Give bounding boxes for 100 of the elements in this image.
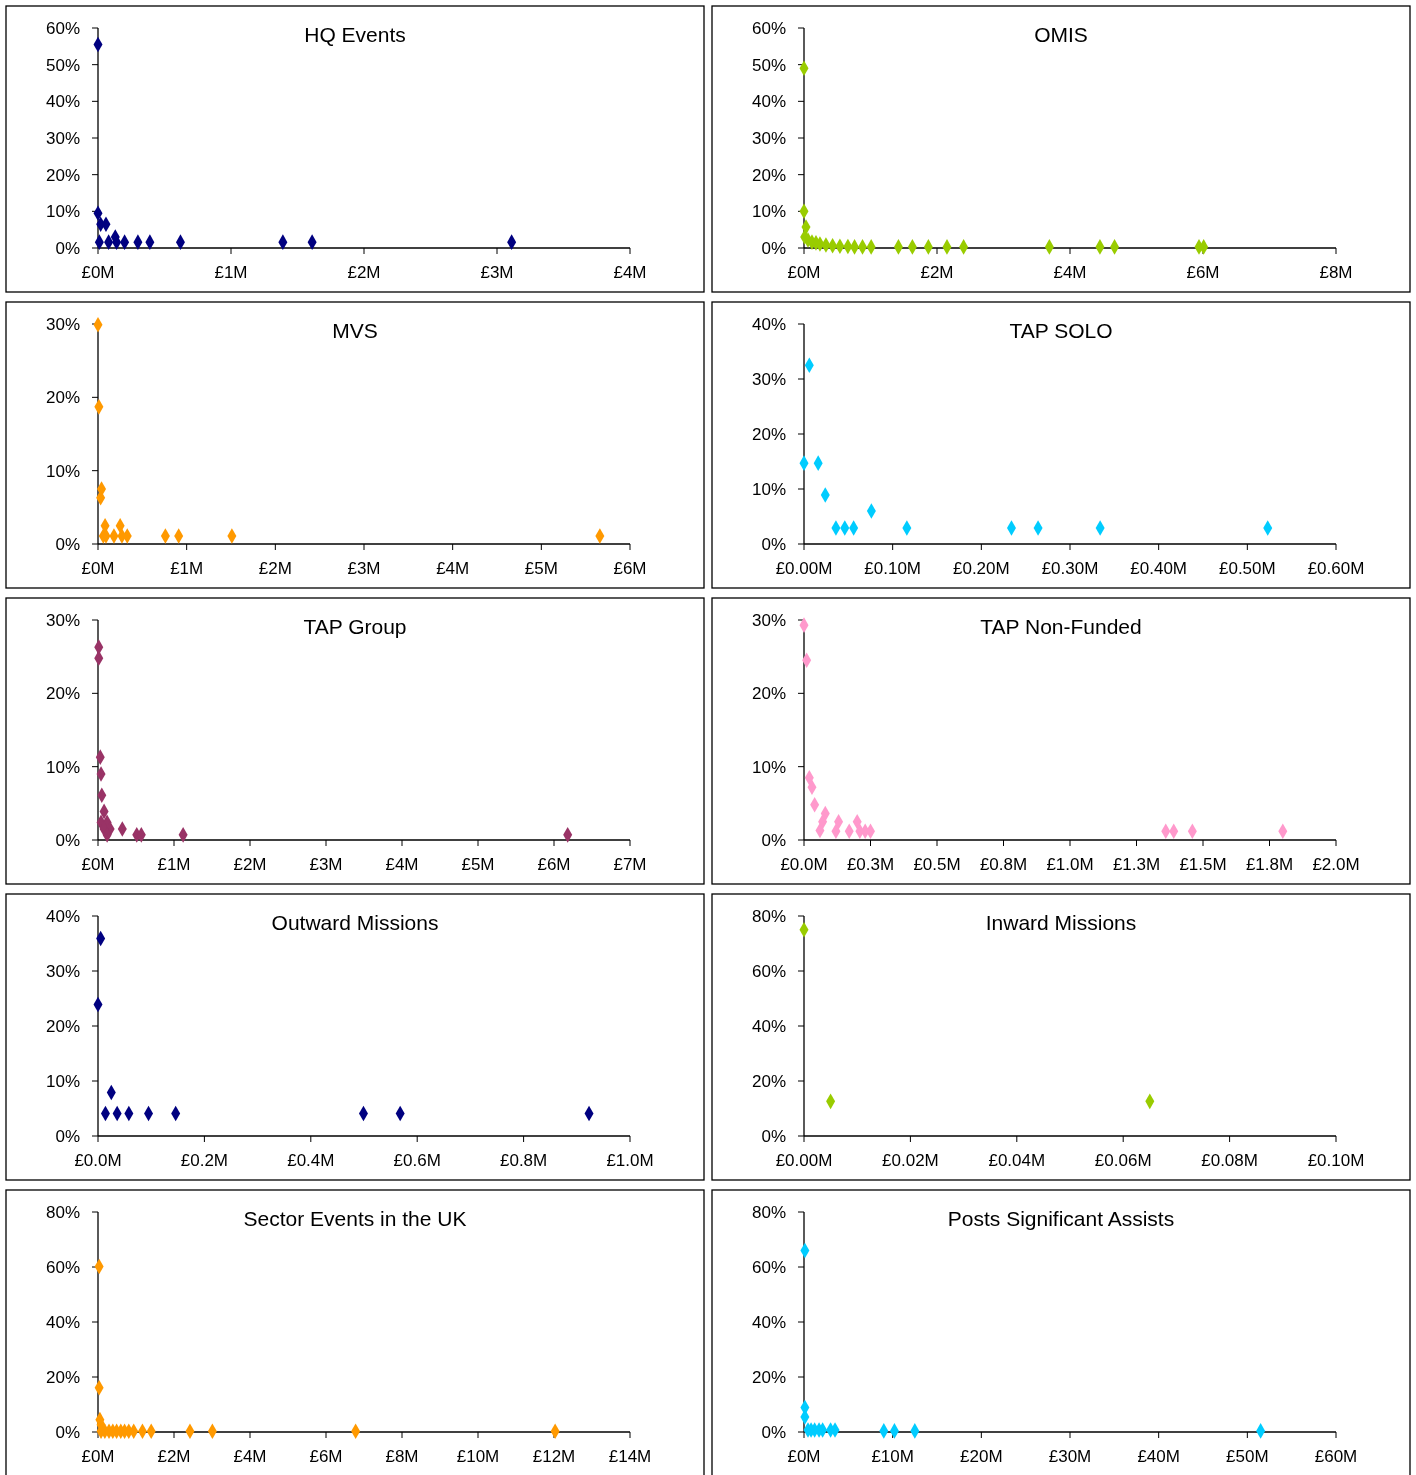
x-tick-label: £8M	[1319, 263, 1353, 282]
y-tick-label: 10%	[45, 757, 80, 777]
x-tick-label: £1.5M	[1179, 855, 1227, 874]
y-tick-label: 40%	[751, 1016, 786, 1036]
y-tick-label: 30%	[751, 128, 786, 148]
x-tick-label: £1M	[157, 855, 191, 874]
y-tick-label: 0%	[761, 238, 786, 258]
x-tick-label: £0.0M	[74, 1151, 122, 1170]
y-tick-label: 10%	[751, 757, 786, 777]
y-tick-label: 10%	[751, 479, 786, 499]
y-tick-label: 20%	[45, 165, 80, 185]
chart-title: MVS	[332, 319, 378, 342]
y-tick-label: 40%	[751, 92, 786, 112]
y-tick-label: 0%	[55, 830, 80, 850]
y-tick-label: 30%	[45, 610, 80, 630]
x-tick-label: £0.20M	[952, 559, 1010, 578]
y-tick-label: 60%	[45, 18, 80, 38]
y-tick-label: 20%	[45, 388, 80, 408]
y-tick-label: 20%	[751, 684, 786, 704]
chart-title: Outward Missions	[271, 911, 439, 934]
y-tick-label: 30%	[751, 369, 786, 389]
x-tick-label: £10M	[871, 1447, 914, 1466]
x-tick-label: £40M	[1137, 1447, 1180, 1466]
y-tick-label: 30%	[45, 128, 80, 148]
x-tick-label: £60M	[1314, 1447, 1358, 1466]
x-tick-label: £1.0M	[606, 1151, 654, 1170]
x-tick-label: £0.04M	[988, 1151, 1046, 1170]
y-tick-label: 20%	[45, 1367, 80, 1387]
x-tick-label: £2M	[233, 855, 267, 874]
y-tick-label: 0%	[55, 1126, 80, 1146]
y-tick-label: 10%	[45, 202, 80, 222]
y-tick-label: 0%	[761, 1422, 786, 1442]
x-tick-label: £0.60M	[1307, 559, 1365, 578]
x-tick-label: £0M	[81, 1447, 115, 1466]
y-tick-label: 20%	[751, 424, 786, 444]
x-tick-label: £0.4M	[287, 1151, 335, 1170]
y-tick-label: 0%	[761, 534, 786, 554]
y-tick-label: 0%	[55, 534, 80, 554]
x-tick-label: £0.8M	[979, 855, 1028, 874]
chart-title: Posts Significant Assists	[947, 1207, 1175, 1230]
x-tick-label: £0.0M	[780, 855, 828, 874]
x-tick-label: £1.8M	[1245, 855, 1294, 874]
y-tick-label: 50%	[751, 55, 786, 75]
x-tick-label: £0.50M	[1218, 559, 1276, 578]
x-tick-label: £0.08M	[1201, 1151, 1258, 1170]
x-tick-label: £0M	[81, 559, 115, 578]
y-tick-label: 40%	[45, 92, 80, 112]
y-tick-label: 0%	[761, 830, 786, 850]
y-tick-label: 80%	[45, 1202, 80, 1222]
x-tick-label: £3M	[347, 559, 381, 578]
x-tick-label: £6M	[309, 1447, 343, 1466]
x-tick-label: £4M	[1053, 263, 1087, 282]
x-tick-label: £4M	[613, 263, 647, 282]
x-tick-label: £0.10M	[864, 559, 922, 578]
x-tick-label: £0M	[787, 1447, 821, 1466]
x-tick-label: £6M	[1186, 263, 1220, 282]
x-tick-label: £1.3M	[1112, 855, 1161, 874]
x-tick-label: £2.0M	[1312, 855, 1360, 874]
y-tick-label: 20%	[45, 684, 80, 704]
y-tick-label: 20%	[751, 1367, 786, 1387]
x-tick-label: £8M	[385, 1447, 419, 1466]
y-tick-label: 0%	[761, 1126, 786, 1146]
x-tick-label: £0.5M	[913, 855, 961, 874]
x-tick-label: £5M	[524, 559, 558, 578]
x-tick-label: £0.06M	[1094, 1151, 1152, 1170]
x-tick-label: £0.40M	[1130, 559, 1188, 578]
chart-title: TAP SOLO	[1009, 319, 1113, 342]
x-tick-label: £0M	[787, 263, 821, 282]
y-tick-label: 60%	[45, 1257, 80, 1277]
x-tick-label: £0M	[81, 855, 115, 874]
x-tick-label: £7M	[613, 855, 647, 874]
x-tick-label: £2M	[258, 559, 292, 578]
x-tick-label: £0.00M	[775, 559, 833, 578]
x-tick-label: £0M	[81, 263, 115, 282]
x-tick-label: £3M	[480, 263, 514, 282]
x-tick-label: £1M	[214, 263, 248, 282]
y-tick-label: 60%	[751, 961, 786, 981]
x-tick-label: £4M	[233, 1447, 267, 1466]
x-tick-label: £3M	[309, 855, 343, 874]
x-tick-label: £2M	[157, 1447, 191, 1466]
x-tick-label: £2M	[347, 263, 381, 282]
x-tick-label: £14M	[608, 1447, 652, 1466]
chart-title: Sector Events in the UK	[243, 1207, 467, 1230]
y-tick-label: 40%	[751, 314, 786, 334]
y-tick-label: 10%	[45, 461, 80, 481]
x-tick-label: £0.30M	[1041, 559, 1099, 578]
chart-title: TAP Non-Funded	[980, 615, 1142, 638]
y-tick-label: 20%	[751, 165, 786, 185]
x-tick-label: £1.0M	[1046, 855, 1094, 874]
x-tick-label: £6M	[537, 855, 571, 874]
chart-title: OMIS	[1034, 23, 1088, 46]
x-tick-label: £10M	[456, 1447, 500, 1466]
x-tick-label: £6M	[613, 559, 647, 578]
x-tick-label: £50M	[1226, 1447, 1269, 1466]
y-tick-label: 60%	[751, 1257, 786, 1277]
y-tick-label: 10%	[751, 202, 786, 222]
chart-title: HQ Events	[304, 23, 406, 46]
chart-title: Inward Missions	[985, 911, 1137, 934]
y-tick-label: 30%	[45, 961, 80, 981]
y-tick-label: 0%	[55, 1422, 80, 1442]
